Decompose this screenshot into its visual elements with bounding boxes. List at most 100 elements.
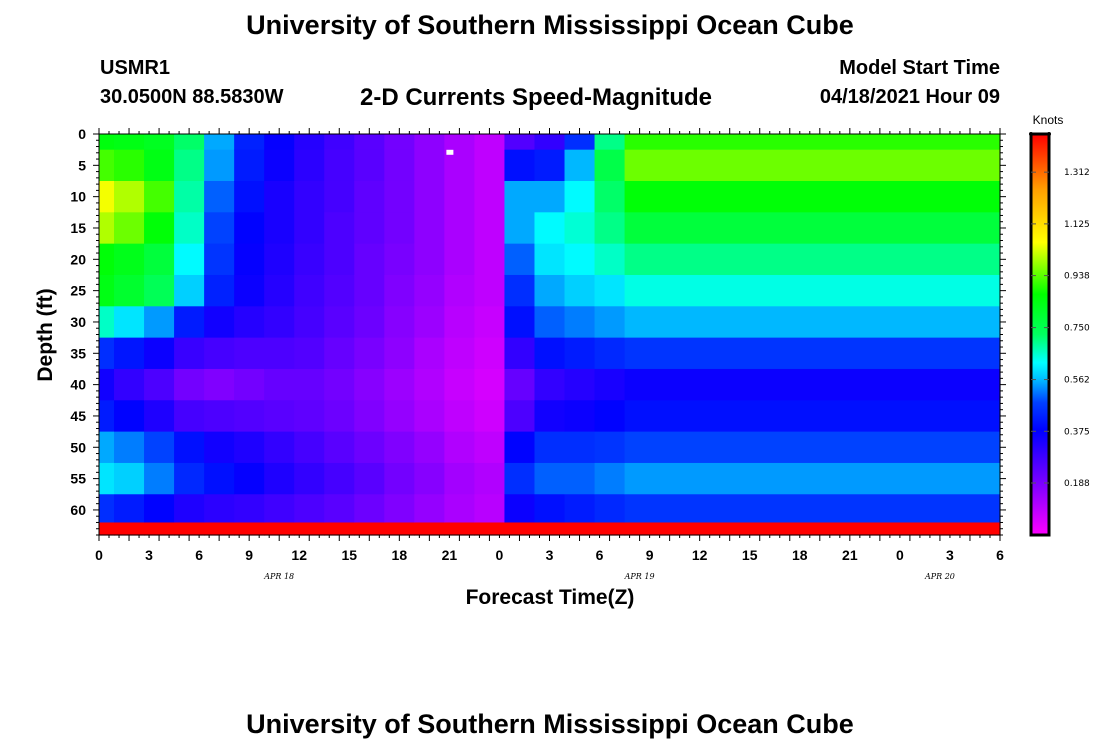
heatmap-cell [234, 522, 265, 536]
heatmap-cell [204, 400, 235, 433]
station-id: USMR1 [100, 57, 171, 79]
heatmap-cell [384, 368, 415, 401]
colorbar-tick-label: 0.375 [1064, 427, 1090, 437]
x-tick-label: 15 [742, 547, 758, 563]
heatmap-cell [594, 212, 626, 245]
heatmap-cell [99, 180, 115, 213]
heatmap-cell [204, 337, 235, 370]
model-start-value: 04/18/2021 Hour 09 [819, 86, 1000, 108]
heatmap-cell [99, 400, 115, 433]
heatmap-cell [294, 274, 325, 307]
heatmap-cell [114, 274, 145, 307]
y-tick-label: 40 [70, 377, 86, 393]
heatmap-cell [384, 149, 415, 182]
heatmap-cell [564, 180, 596, 213]
heatmap-cell [474, 431, 506, 464]
heatmap-cell [294, 431, 325, 464]
heatmap-cell [444, 522, 476, 536]
heatmap-cell [294, 400, 325, 433]
heatmap-cell [504, 149, 536, 182]
heatmap-cell [384, 180, 415, 213]
heatmap-cell [444, 431, 476, 464]
heatmap-cell [414, 400, 445, 433]
heatmap-cell [474, 306, 506, 339]
x-tick-label: 9 [646, 547, 654, 563]
heatmap-cell [534, 274, 566, 307]
heatmap-cell [444, 274, 476, 307]
heatmap-cell [474, 400, 506, 433]
heatmap-cell [234, 431, 265, 464]
heatmap-cell [114, 400, 145, 433]
heatmap-cell [204, 180, 235, 213]
heatmap-cell [204, 212, 235, 245]
heatmap-cell [534, 462, 566, 495]
heatmap-cell [264, 400, 295, 433]
heatmap-cell [324, 180, 355, 213]
heatmap-cell [504, 400, 536, 433]
heatmap-cell [534, 400, 566, 433]
heatmap-cell [474, 149, 506, 182]
heatmap-cell [204, 462, 235, 495]
heatmap-cell [174, 212, 205, 245]
heatmap-cell [264, 368, 295, 401]
heatmap-cell [354, 494, 385, 524]
heatmap-cell [354, 212, 385, 245]
chart-ticks: 0 3 6 9 12 15 18 21 0 3 6 9 12 15 18 21 0 3 6 APR 18 APR 19 A… [70, 126, 1006, 581]
heatmap-cell [114, 180, 145, 213]
heatmap-cell [564, 522, 596, 536]
heatmap-cell [564, 337, 596, 370]
heatmap-cell [114, 337, 145, 370]
heatmap-cell [354, 368, 385, 401]
heatmap-cell [204, 134, 235, 151]
heatmap-cell [594, 149, 626, 182]
heatmap-cell [444, 243, 476, 276]
x-tick-label: 18 [392, 547, 408, 563]
heatmap-cell [594, 368, 626, 401]
y-tick-label: 30 [70, 314, 86, 330]
colorbar-tick-label: 1.125 [1064, 220, 1090, 230]
heatmap-cell [474, 274, 506, 307]
heatmap-cell [624, 243, 1001, 276]
heatmap-cell [174, 522, 205, 536]
heatmap-cell [534, 337, 566, 370]
y-axis-label: Depth (ft) [34, 288, 57, 381]
heatmap-cell [174, 400, 205, 433]
heatmap-cell [384, 274, 415, 307]
heatmap-cell [264, 306, 295, 339]
heatmap-cell [174, 243, 205, 276]
heatmap-cell [204, 274, 235, 307]
y-tick-label: 20 [70, 251, 86, 267]
heatmap-cell [444, 462, 476, 495]
heatmap-cell [324, 368, 355, 401]
heatmap-cell [504, 180, 536, 213]
heatmap-cell [594, 494, 626, 524]
x-tick-label: 3 [145, 547, 153, 563]
heatmap-cell [114, 494, 145, 524]
colorbar-corner [1029, 132, 1033, 136]
x-tick-label: 6 [596, 547, 604, 563]
station-coordinates: 30.0500N 88.5830W [100, 86, 284, 108]
x-tick-label: 18 [792, 547, 808, 563]
heatmap-cell [234, 494, 265, 524]
footer-title: University of Southern Mississippi Ocean… [246, 709, 854, 739]
heatmap-cell [174, 337, 205, 370]
heatmap-cell [594, 337, 626, 370]
heatmap-cell [324, 400, 355, 433]
heatmap-cell [414, 522, 445, 536]
heatmap-cell [354, 306, 385, 339]
heatmap-cell [564, 274, 596, 307]
heatmap-cell [354, 462, 385, 495]
heatmap-cell [594, 180, 626, 213]
heatmap-cell [114, 212, 145, 245]
colorbar-unit: Knots [1033, 113, 1064, 127]
heatmap-cell [354, 522, 385, 536]
heatmap-cell [594, 306, 626, 339]
heatmap-cell [264, 243, 295, 276]
heatmap-cell [294, 212, 325, 245]
heatmap-cell [624, 400, 1001, 433]
heatmap-cell [174, 431, 205, 464]
heatmap-cell [174, 149, 205, 182]
heatmap-cell [594, 431, 626, 464]
heatmap-cell [144, 306, 175, 339]
